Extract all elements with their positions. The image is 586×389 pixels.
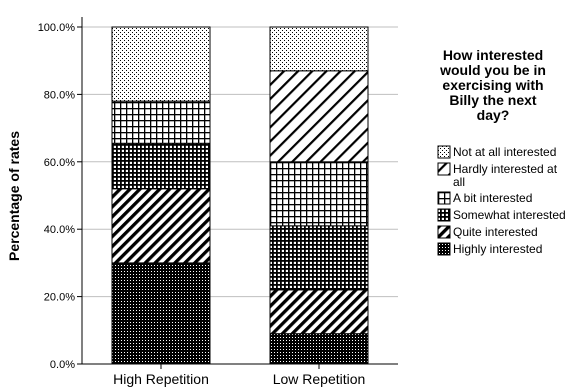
legend-title-line: would you be in <box>439 62 546 78</box>
legend-label: A bit interested <box>453 191 532 205</box>
axes <box>81 17 398 365</box>
y-tick-label: 0.0% <box>50 359 75 371</box>
legend-title: How interested would you be in exercising … <box>439 47 546 123</box>
legend-swatch <box>437 208 451 222</box>
legend-label: Quite interested <box>453 225 538 239</box>
bar-segment <box>111 100 211 144</box>
legend-item: Highly interested <box>437 242 542 256</box>
legend: How interested would you be in exercising … <box>437 47 566 256</box>
legend-label: all <box>453 175 465 189</box>
x-category-label: Low Repetition <box>273 371 366 387</box>
bar-segment <box>269 333 369 365</box>
x-category-labels: High Repetition Low Repetition <box>113 364 365 387</box>
y-tick-label: 100.0% <box>38 22 76 34</box>
legend-label: Not at all interested <box>453 145 556 159</box>
legend-title-line: Billy the next <box>449 92 536 108</box>
legend-swatch <box>437 242 451 256</box>
y-tick-label: 40.0% <box>44 224 75 236</box>
y-axis-label: Percentage of rates <box>6 131 22 261</box>
bar-segment <box>269 70 369 163</box>
bar-segment <box>269 225 369 291</box>
legend-swatch <box>437 191 451 205</box>
legend-label: Somewhat interested <box>453 208 566 222</box>
bar-segment <box>111 188 211 264</box>
bar-segment <box>269 289 369 335</box>
bar-segment <box>111 262 211 365</box>
bars <box>111 26 369 365</box>
legend-title-line: day? <box>477 107 510 123</box>
y-tick-label: 60.0% <box>44 157 75 169</box>
legend-item: A bit interested <box>437 191 532 205</box>
legend-title-line: exercising with <box>442 77 543 93</box>
legend-swatch <box>437 145 451 159</box>
bar-segment <box>111 142 211 190</box>
legend-items: Not at all interested Hardly interested a… <box>437 145 566 256</box>
legend-swatch <box>437 225 451 239</box>
legend-item: Somewhat interested <box>437 208 566 222</box>
legend-label: Highly interested <box>453 242 542 256</box>
x-category-label: High Repetition <box>113 371 209 387</box>
legend-label: Hardly interested at <box>453 162 558 176</box>
legend-swatch <box>437 162 451 176</box>
legend-item: Not at all interested <box>437 145 556 159</box>
legend-item: Quite interested <box>437 225 538 239</box>
y-tick-label: 20.0% <box>44 292 75 304</box>
legend-title-line: How interested <box>443 47 543 63</box>
bar-segment <box>269 161 369 227</box>
bar-segment <box>111 26 211 102</box>
y-tick-label: 80.0% <box>44 89 75 101</box>
y-tick-labels: 0.0% 20.0% 40.0% 60.0% 80.0% 100.0% <box>38 22 82 371</box>
bar-segment <box>269 26 369 72</box>
